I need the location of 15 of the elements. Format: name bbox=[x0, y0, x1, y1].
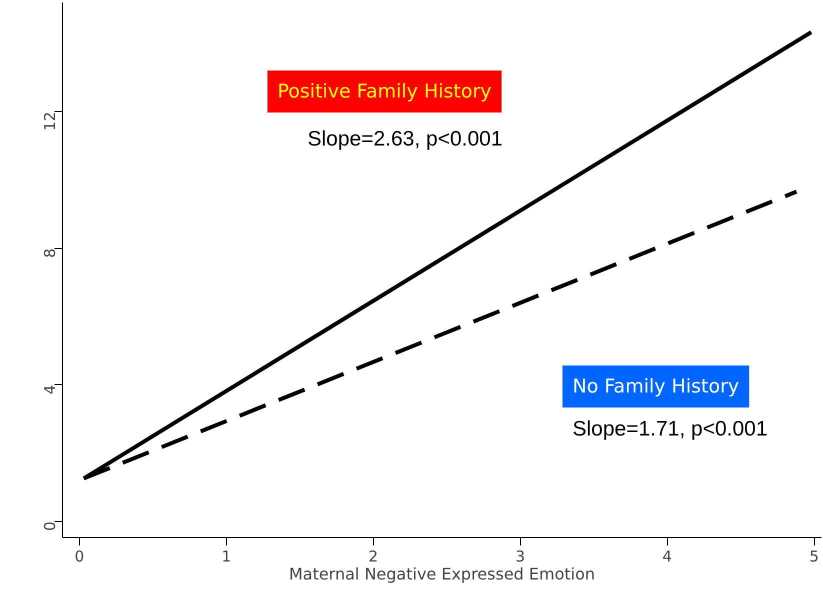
x-axis-title: Maternal Negative Expressed Emotion bbox=[288, 564, 596, 584]
x-tick-label: 2 bbox=[368, 548, 378, 566]
y-tick-label: 0 bbox=[41, 521, 59, 531]
annotation: Slope=1.71, p<0.001 bbox=[572, 418, 768, 440]
x-tick-label: 5 bbox=[809, 548, 819, 566]
annotation: Positive Family History bbox=[278, 80, 492, 102]
annotation: Slope=2.63, p<0.001 bbox=[308, 128, 503, 150]
x-tick-label: 0 bbox=[74, 548, 84, 566]
y-tick-label: 8 bbox=[41, 248, 59, 258]
x-tick-label: 3 bbox=[515, 548, 526, 566]
x-tick-label: 4 bbox=[662, 548, 672, 566]
x-tick-label: 1 bbox=[222, 548, 232, 566]
y-tick-label: 12 bbox=[41, 112, 59, 131]
y-tick-label: 4 bbox=[41, 384, 59, 394]
annotation: No Family History bbox=[572, 376, 740, 398]
